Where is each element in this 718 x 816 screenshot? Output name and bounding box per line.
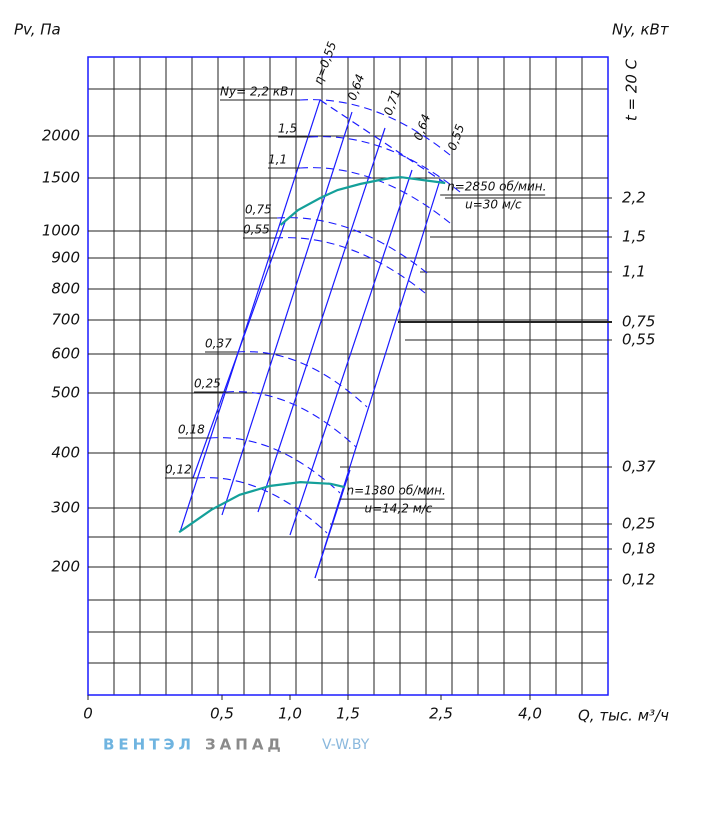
y2-tick-label: 0,25 bbox=[622, 515, 655, 533]
y2-tick-label: 2,2 bbox=[622, 189, 646, 207]
power-label: 0,55 bbox=[243, 223, 270, 237]
power-curve bbox=[225, 391, 357, 448]
y-tick-label: 400 bbox=[51, 444, 80, 462]
efficiency-label: 0,55 bbox=[445, 122, 467, 152]
efficiency-line bbox=[179, 99, 321, 533]
x-tick-label: 0 bbox=[83, 705, 93, 723]
y-tick-label: 200 bbox=[51, 558, 80, 576]
power-label: 0,18 bbox=[178, 423, 205, 437]
fan-curve bbox=[279, 176, 446, 226]
y-tick-label: 600 bbox=[51, 345, 80, 363]
y2-tick-label: 0,75 bbox=[622, 313, 655, 331]
efficiency-line bbox=[257, 127, 386, 513]
y2-tick-label: 0,37 bbox=[622, 458, 656, 476]
y-tick-label: 700 bbox=[51, 311, 80, 329]
y-tick-label: 1500 bbox=[42, 169, 80, 187]
x-tick-label: 1,0 bbox=[278, 705, 302, 723]
power-curve bbox=[274, 237, 426, 294]
efficiency-line bbox=[314, 179, 441, 579]
curve-name: n=2850 об/мин. bbox=[447, 179, 546, 193]
y-tick-label: 800 bbox=[51, 280, 80, 298]
y-tick-label: 900 bbox=[51, 249, 80, 267]
watermark-brand: ВЕНТЭЛ bbox=[103, 736, 195, 754]
power-label: 0,25 bbox=[194, 377, 221, 391]
y-tick-label: 1000 bbox=[42, 222, 80, 240]
fan-curve bbox=[178, 480, 345, 534]
y-tick-label: 500 bbox=[51, 384, 80, 402]
watermark-brand: ЗАПАД bbox=[205, 736, 285, 754]
efficiency-line bbox=[221, 111, 353, 516]
temperature: t = 20 C bbox=[623, 58, 641, 121]
y2-axis-label: Ny, кВт bbox=[612, 21, 670, 39]
power-label: 0,37 bbox=[205, 337, 232, 351]
y2-tick-label: 0,18 bbox=[622, 540, 655, 558]
x-tick-label: 2,5 bbox=[429, 705, 453, 723]
x-tick-label: 4,0 bbox=[518, 705, 542, 723]
y2-tick-label: 0,12 bbox=[622, 571, 655, 589]
power-curve bbox=[299, 167, 451, 224]
curve-speed: u=14,2 м/с bbox=[365, 502, 433, 516]
x-tick-label: 1,5 bbox=[336, 705, 360, 723]
y-axis-label: Pv, Па bbox=[14, 21, 61, 39]
power-curve bbox=[209, 437, 341, 494]
efficiency-label: 0,64 bbox=[411, 112, 433, 142]
power-curve bbox=[276, 217, 428, 274]
power-label: 1,1 bbox=[268, 153, 287, 167]
y2-tick-label: 1,5 bbox=[622, 228, 646, 246]
efficiency-label: η=0,55 bbox=[311, 40, 339, 87]
y2-tick-label: 0,55 bbox=[622, 331, 655, 349]
curve-speed: u=30 м/с bbox=[465, 197, 522, 211]
y2-tick-label: 1,1 bbox=[622, 263, 646, 281]
power-label: 0,75 bbox=[245, 203, 272, 217]
power-label: Ny= 2,2 кВт bbox=[220, 85, 296, 99]
x-tick-label: 0,5 bbox=[210, 705, 234, 723]
efficiency-line bbox=[289, 169, 413, 536]
power-curve bbox=[236, 351, 368, 408]
power-label: 0,12 bbox=[165, 463, 192, 477]
y-tick-label: 2000 bbox=[42, 127, 80, 145]
power-curve bbox=[196, 477, 328, 534]
curve-name: n=1380 об/мин. bbox=[347, 484, 446, 498]
efficiency-line bbox=[192, 221, 286, 479]
power-curve bbox=[309, 136, 461, 193]
power-label: 1,5 bbox=[278, 122, 297, 136]
y-tick-label: 300 bbox=[51, 499, 80, 517]
x-axis-label: Q, тыс. м³/ч bbox=[578, 707, 669, 725]
power-curve bbox=[299, 99, 451, 156]
watermark-site: V-W.BY bbox=[322, 737, 370, 753]
